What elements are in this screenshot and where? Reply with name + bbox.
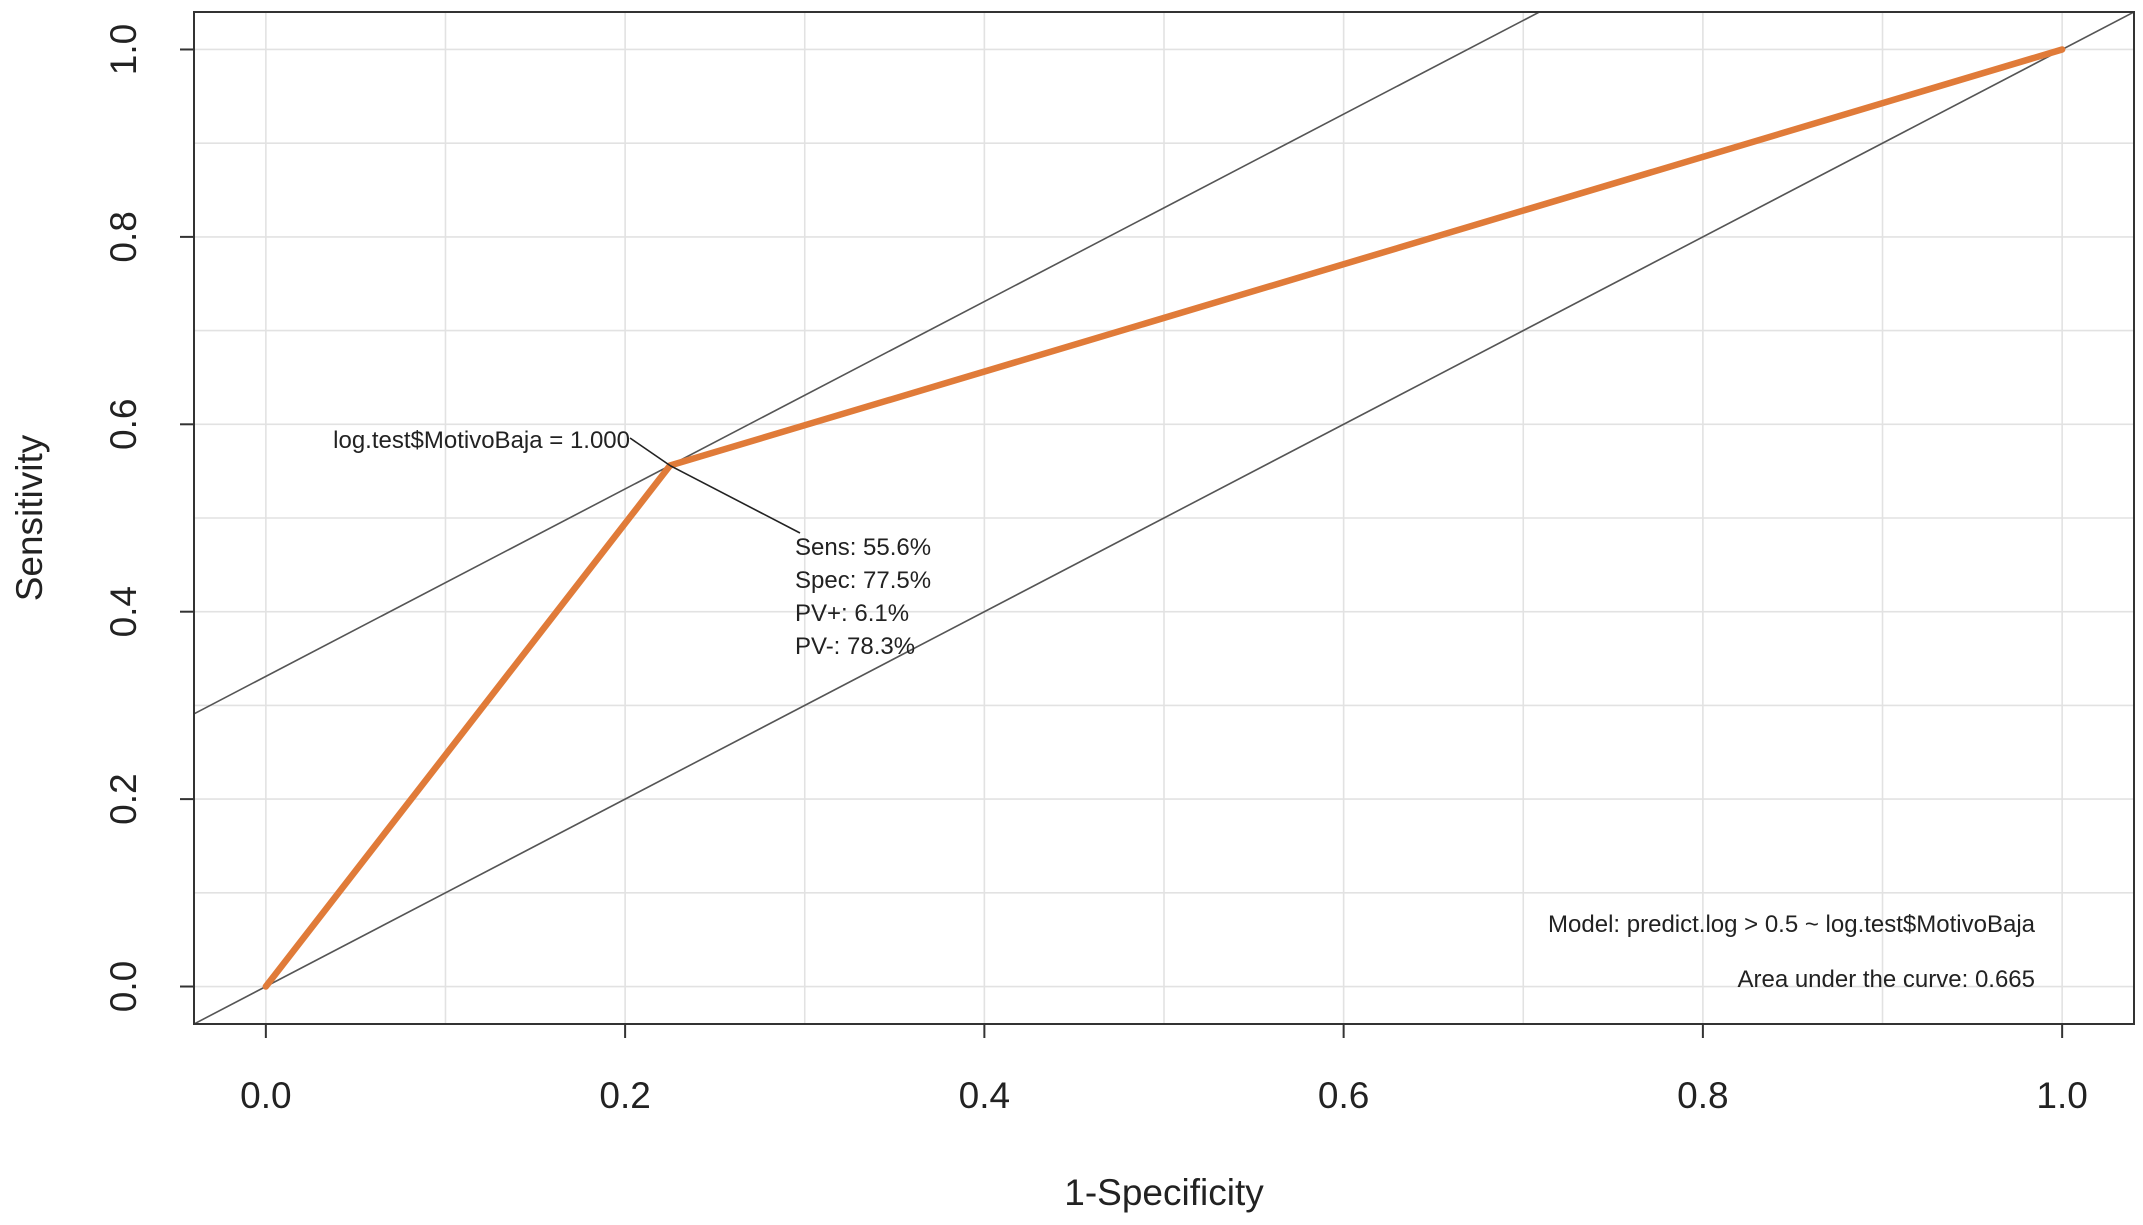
annotation-leader-line [629,437,671,467]
x-tick-label: 1.0 [2036,1075,2087,1116]
y-tick-label: 0.4 [103,586,144,637]
annotation-leader-line [669,464,801,534]
y-tick-label: 0.0 [103,961,144,1012]
x-tick-label: 0.2 [599,1075,650,1116]
plot-frame [193,11,2135,1025]
y-tick-label: 1.0 [103,24,144,75]
y-axis-label: Sensitivity [9,434,50,601]
x-tick-label: 0.4 [959,1075,1010,1116]
y-tick-label: 0.8 [103,211,144,262]
x-tick-label: 0.8 [1677,1075,1728,1116]
threshold-label: log.test$MotivoBaja = 1.000 [333,427,630,454]
x-tick-label: 0.6 [1318,1075,1369,1116]
y-axis-ticks: 0.0 0.2 0.4 0.6 0.8 1.0 [103,24,194,1012]
model-text: Model: predict.log > 0.5 ~ log.test$Moti… [1548,911,2036,938]
reference-line [194,12,1542,715]
y-tick-label: 0.6 [103,399,144,450]
stat-label: Spec: 77.5% [795,567,931,594]
annotation-layer: log.test$MotivoBaja = 1.000 Sens: 55.6% Sp… [333,427,931,660]
y-tick-label: 0.2 [103,773,144,824]
x-axis-label: 1-Specificity [1064,1172,1264,1213]
stat-label: Sens: 55.6% [795,534,931,561]
stat-label: PV-: 78.3% [795,633,915,660]
x-axis-ticks: 0.0 0.2 0.4 0.6 0.8 1.0 [240,1024,2088,1116]
stat-label: PV+: 6.1% [795,600,909,627]
auc-text: Area under the curve: 0.665 [1737,966,2035,993]
x-tick-label: 0.0 [240,1075,291,1116]
